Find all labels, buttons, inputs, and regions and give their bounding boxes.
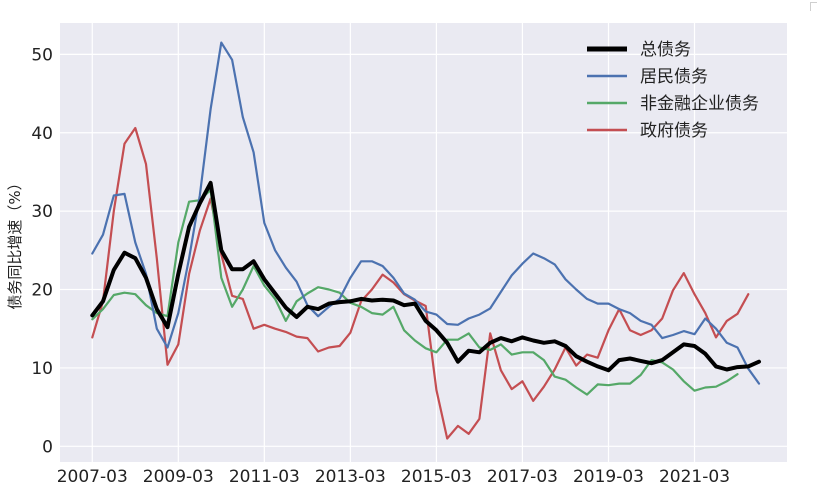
x-tick-label: 2015-03 [401, 467, 472, 487]
legend-label: 总债务 [640, 40, 691, 60]
series-line-3 [91, 126, 750, 440]
x-tick-label: 2021-03 [659, 467, 730, 487]
series-lines [90, 41, 761, 440]
y-tick-label: 20 [31, 281, 53, 301]
x-tick-label: 2013-03 [315, 467, 386, 487]
x-tick-label: 2017-03 [487, 467, 558, 487]
y-tick-label: 0 [42, 437, 53, 457]
series-line-0 [90, 180, 761, 373]
legend-label: 非金融企业债务 [640, 94, 759, 114]
x-tick-label: 2007-03 [57, 467, 128, 487]
plot-background [60, 23, 787, 462]
y-tick-label: 50 [31, 45, 53, 65]
x-tick-label: 2009-03 [143, 467, 214, 487]
x-axis-ticks: 2007-03 2009-03 2011-03 2013-03 2015-03 2017-… [57, 467, 730, 487]
y-tick-label: 40 [31, 124, 53, 144]
y-axis-title: 债务同比增速（%） [6, 175, 24, 309]
x-tick-label: 2011-03 [229, 467, 300, 487]
y-tick-label: 10 [31, 359, 53, 379]
y-tick-label: 30 [31, 202, 53, 222]
x-tick-label: 2019-03 [573, 467, 644, 487]
corner-mark [810, 2, 817, 11]
series-line-1 [91, 41, 761, 385]
legend-label: 政府债务 [640, 121, 708, 141]
legend-label: 居民债务 [640, 67, 708, 87]
y-axis-ticks: 0 10 20 30 40 50 [31, 45, 53, 457]
grid-lines [60, 23, 787, 462]
